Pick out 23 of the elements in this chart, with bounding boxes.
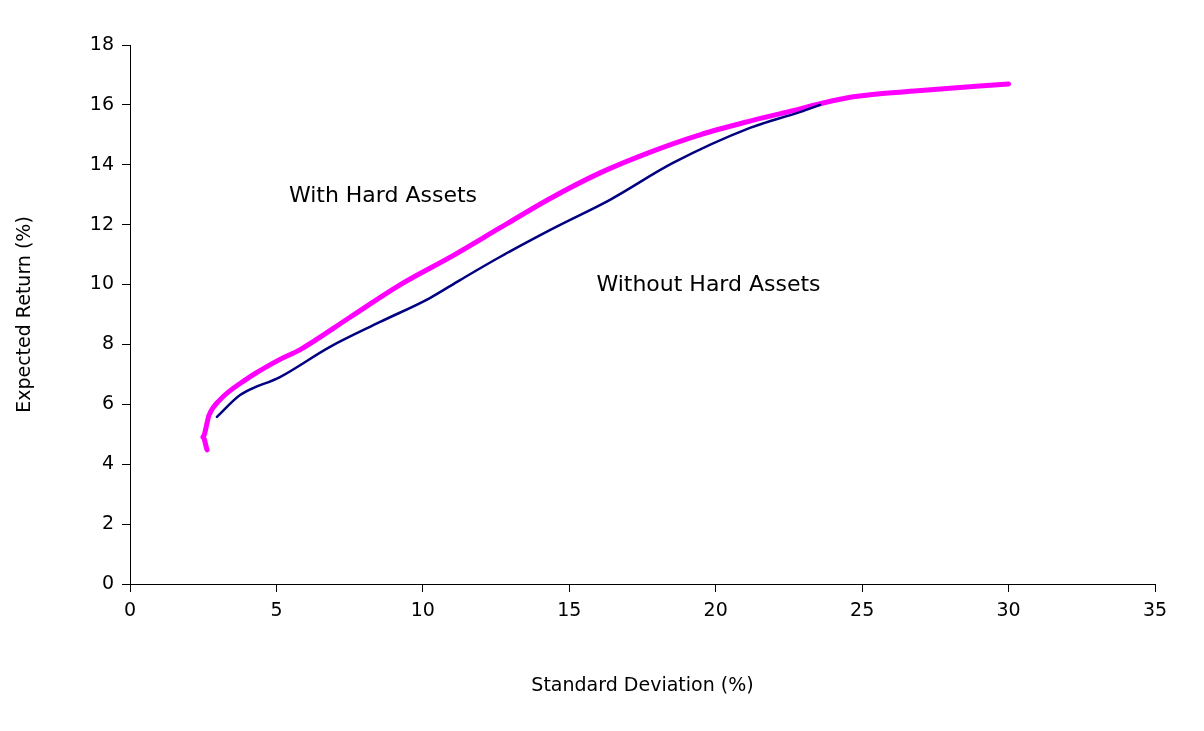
y-tick-label: 10: [89, 271, 114, 294]
y-axis-title: Expected Return (%): [12, 216, 35, 413]
y-tick-label: 6: [101, 391, 114, 414]
x-axis-title: Standard Deviation (%): [531, 672, 754, 695]
y-tick-label: 0: [101, 570, 114, 593]
x-tick-label: 35: [1142, 598, 1168, 621]
x-tick-label: 10: [410, 598, 435, 621]
y-tick-label: 16: [89, 91, 114, 114]
x-tick-label: 0: [123, 598, 137, 621]
y-tick-label: 8: [101, 331, 114, 354]
y-tick-label: 18: [89, 31, 114, 54]
y-tick-label: 12: [89, 211, 114, 234]
series-label: With Hard Assets: [288, 181, 478, 207]
x-tick-label: 5: [270, 598, 283, 621]
x-tick-label: 20: [703, 598, 728, 621]
x-tick-label: 15: [557, 598, 582, 621]
text: Without Hard Assets: [596, 270, 821, 296]
y-tick-label: 2: [101, 511, 114, 534]
x-tick-label: 25: [850, 598, 875, 621]
x-tick-label: 30: [996, 598, 1021, 621]
line-series: [215, 103, 822, 419]
y-tick-label: 4: [101, 451, 114, 474]
y-tick-label: 14: [89, 151, 114, 174]
